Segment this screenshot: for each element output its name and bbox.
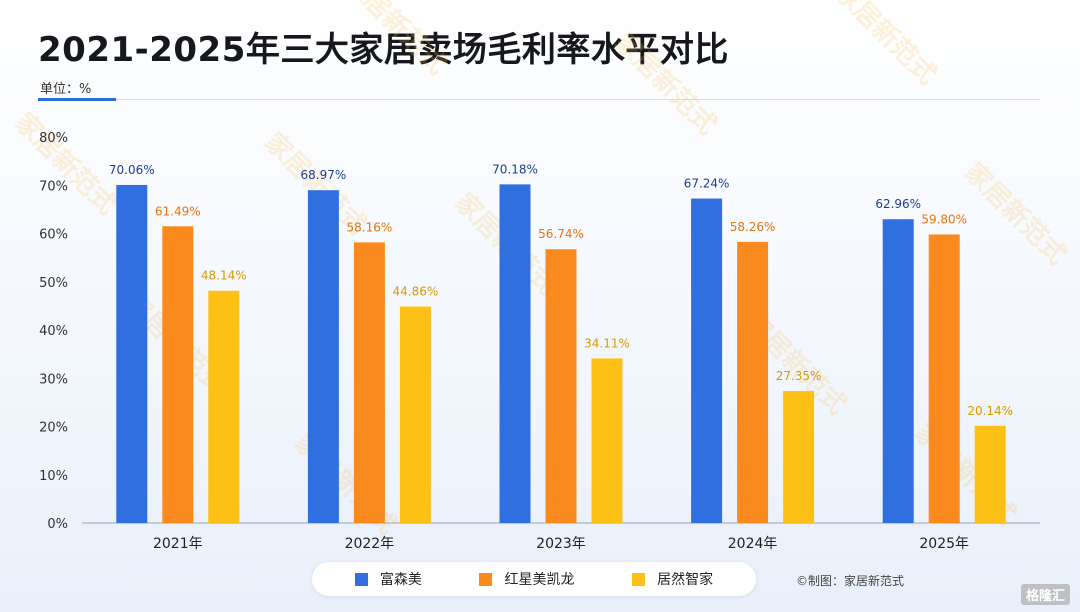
data-label: 70.18% (492, 162, 538, 176)
unit-label: 单位：% (40, 82, 92, 97)
legend-swatch-hongxing (479, 572, 493, 586)
data-label: 44.86% (393, 285, 439, 299)
data-label: 56.74% (538, 227, 584, 241)
data-label: 62.96% (875, 197, 921, 211)
header-divider-accent (38, 98, 116, 101)
header-divider (38, 99, 1040, 100)
bar-0-2 (499, 184, 531, 523)
legend-item-juran: 居然智家 (632, 569, 713, 589)
bar-1-4 (928, 234, 960, 523)
x-tick-label: 2024年 (728, 536, 778, 552)
corner-logo: 格隆汇 (1020, 584, 1070, 605)
legend: 富森美 红星美凯龙 居然智家 (312, 562, 756, 596)
data-label: 27.35% (776, 369, 822, 383)
bar-0-4 (882, 219, 914, 523)
y-tick-label: 0% (47, 517, 68, 532)
data-label: 58.16% (347, 220, 393, 234)
y-tick-label: 60% (39, 228, 68, 243)
bar-0-0 (116, 184, 148, 523)
bar-2-1 (399, 306, 431, 523)
bar-0-3 (691, 198, 723, 523)
x-tick-label: 2025年 (919, 536, 969, 552)
credit-text: ©制图：家居新范式 (796, 574, 905, 588)
legend-item-fusenmei: 富森美 (354, 569, 422, 589)
bar-1-2 (545, 249, 577, 524)
legend-label: 富森美 (379, 572, 422, 588)
data-label: 68.97% (301, 168, 347, 182)
data-label: 61.49% (155, 204, 201, 218)
y-tick-label: 80% (39, 131, 68, 146)
y-tick-label: 20% (39, 421, 68, 436)
legend-label: 居然智家 (657, 572, 714, 588)
bar-1-3 (737, 241, 769, 523)
y-tick-label: 70% (39, 179, 68, 194)
bar-2-2 (591, 358, 623, 523)
legend-swatch-juran (632, 572, 646, 586)
data-label: 48.14% (201, 269, 247, 283)
data-label: 70.06% (109, 163, 155, 177)
x-tick-label: 2021年 (153, 536, 203, 552)
legend-item-hongxing: 红星美凯龙 (479, 569, 574, 589)
bar-2-3 (783, 391, 815, 523)
data-label: 58.26% (730, 220, 776, 234)
data-label: 20.14% (967, 404, 1013, 418)
legend-label: 红星美凯龙 (504, 572, 575, 588)
y-tick-label: 40% (39, 324, 68, 339)
bar-1-1 (353, 242, 385, 524)
bar-1-0 (162, 226, 194, 524)
y-tick-label: 30% (39, 372, 68, 387)
x-tick-label: 2023年 (536, 536, 586, 552)
y-tick-label: 10% (39, 469, 68, 484)
data-label: 34.11% (584, 336, 630, 350)
bar-2-0 (208, 290, 240, 523)
data-label: 67.24% (684, 177, 730, 191)
x-tick-label: 2022年 (345, 536, 395, 552)
y-tick-label: 50% (39, 276, 68, 291)
data-label: 59.80% (921, 212, 967, 226)
chart-title: 2021-2025年三大家居卖场毛利率水平对比 (38, 30, 729, 70)
bar-2-4 (974, 425, 1006, 523)
legend-swatch-fusenmei (354, 572, 368, 586)
bar-0-1 (307, 190, 339, 523)
